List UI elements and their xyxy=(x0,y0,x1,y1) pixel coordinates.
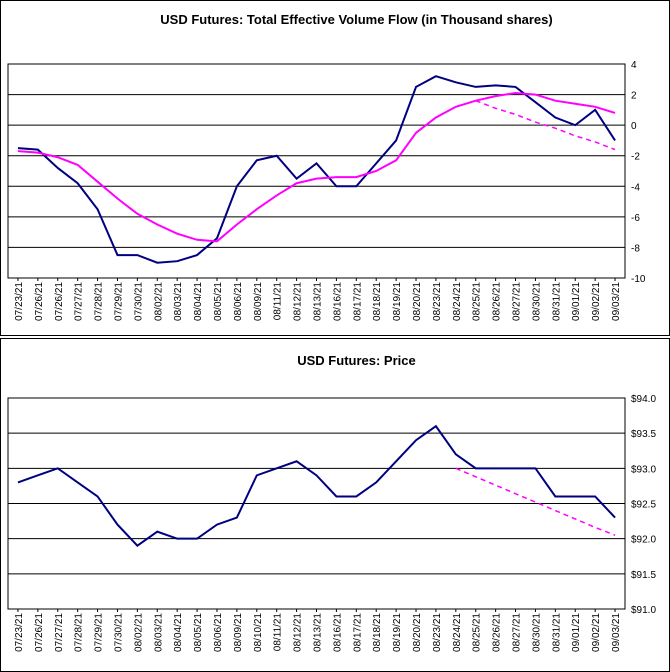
x-tick-label: 08/23/21 xyxy=(432,613,443,652)
x-tick-label: 08/27/21 xyxy=(512,282,523,321)
x-tick-label: 07/29/21 xyxy=(113,282,124,321)
x-tick-label: 08/31/21 xyxy=(551,282,562,321)
x-tick-label: 07/28/21 xyxy=(94,282,105,321)
x-tick-label: 07/30/21 xyxy=(113,613,124,652)
x-tick-label: 08/30/21 xyxy=(531,282,542,321)
x-tick-label: 08/11/21 xyxy=(273,282,284,321)
x-tick-label: 08/16/21 xyxy=(332,613,343,652)
y-tick-label: -10 xyxy=(631,274,646,285)
x-tick-label: 08/17/21 xyxy=(352,282,363,321)
x-tick-label: 07/26/21 xyxy=(34,282,45,321)
x-tick-label: 09/03/21 xyxy=(611,613,622,652)
x-tick-label: 07/27/21 xyxy=(74,282,85,321)
x-tick-label: 08/09/21 xyxy=(253,282,264,321)
x-tick-label: 08/19/21 xyxy=(392,282,403,321)
x-tick-label: 08/30/21 xyxy=(531,613,542,652)
x-tick-label: 07/30/21 xyxy=(133,282,144,321)
x-tick-label: 07/26/21 xyxy=(54,282,65,321)
x-tick-label: 07/29/21 xyxy=(94,613,105,652)
x-tick-label: 08/05/21 xyxy=(193,613,204,652)
x-tick-label: 08/17/21 xyxy=(352,613,363,652)
x-tick-label: 08/09/21 xyxy=(233,613,244,652)
plot-area xyxy=(7,63,626,279)
x-tick-label: 08/25/21 xyxy=(472,613,483,652)
x-tick-label: 07/23/21 xyxy=(14,282,25,321)
x-tick-label: 08/27/21 xyxy=(512,613,523,652)
x-tick-label: 08/26/21 xyxy=(492,613,503,652)
x-tick-label: 08/06/21 xyxy=(233,282,244,321)
x-tick-label: 09/02/21 xyxy=(591,282,602,321)
x-tick-label: 09/01/21 xyxy=(571,613,582,652)
series-line xyxy=(17,75,616,264)
y-tick-label: $91.5 xyxy=(631,570,656,581)
y-tick-label: -2 xyxy=(631,152,640,163)
chart-title: USD Futures: Total Effective Volume Flow… xyxy=(160,12,552,27)
series-line xyxy=(455,467,616,536)
series-line xyxy=(17,92,616,243)
x-tick-label: 08/25/21 xyxy=(472,282,483,321)
series-line xyxy=(17,424,616,548)
x-tick-label: 09/03/21 xyxy=(611,282,622,321)
y-tick-label: $94.0 xyxy=(631,394,656,405)
chart-title: USD Futures: Price xyxy=(297,353,415,368)
x-tick-label: 08/05/21 xyxy=(213,282,224,321)
x-tick-label: 07/28/21 xyxy=(74,613,85,652)
x-tick-label: 08/31/21 xyxy=(551,613,562,652)
y-tick-label: 0 xyxy=(631,121,637,132)
y-tick-label: 2 xyxy=(631,91,637,102)
x-tick-label: 08/26/21 xyxy=(492,282,503,321)
y-tick-label: $92.5 xyxy=(631,500,656,511)
y-tick-label: 4 xyxy=(631,60,637,71)
series-line xyxy=(475,99,616,151)
y-tick-label: -8 xyxy=(631,243,640,254)
x-tick-label: 08/04/21 xyxy=(193,282,204,321)
x-tick-label: 09/02/21 xyxy=(591,613,602,652)
x-tick-label: 08/23/21 xyxy=(432,282,443,321)
x-tick-label: 09/01/21 xyxy=(571,282,582,321)
x-tick-label: 08/20/21 xyxy=(412,613,423,652)
y-tick-label: -4 xyxy=(631,182,640,193)
x-tick-label: 08/10/21 xyxy=(253,613,264,652)
x-tick-label: 08/06/21 xyxy=(213,613,224,652)
x-tick-label: 08/02/21 xyxy=(153,282,164,321)
x-tick-label: 07/26/21 xyxy=(34,613,45,652)
x-tick-label: 08/18/21 xyxy=(372,613,383,652)
y-tick-label: $93.5 xyxy=(631,429,656,440)
x-tick-label: 08/20/21 xyxy=(412,282,423,321)
y-tick-label: -6 xyxy=(631,213,640,224)
x-tick-label: 08/03/21 xyxy=(153,613,164,652)
x-tick-label: 08/03/21 xyxy=(173,282,184,321)
x-tick-label: 08/13/21 xyxy=(313,282,324,321)
y-tick-label: $93.0 xyxy=(631,464,656,475)
y-tick-label: $92.0 xyxy=(631,535,656,546)
x-tick-label: 07/23/21 xyxy=(14,613,25,652)
x-tick-label: 08/02/21 xyxy=(133,613,144,652)
x-tick-label: 08/24/21 xyxy=(452,613,463,652)
y-tick-label: $91.0 xyxy=(631,605,656,616)
x-tick-label: 08/16/21 xyxy=(332,282,343,321)
x-tick-label: 08/13/21 xyxy=(313,613,324,652)
x-tick-label: 08/04/21 xyxy=(173,613,184,652)
x-tick-label: 08/19/21 xyxy=(392,613,403,652)
x-tick-label: 07/27/21 xyxy=(54,613,65,652)
x-tick-label: 08/12/21 xyxy=(293,613,304,652)
x-tick-label: 08/24/21 xyxy=(452,282,463,321)
x-tick-label: 08/18/21 xyxy=(372,282,383,321)
x-tick-label: 08/11/21 xyxy=(273,613,284,652)
x-tick-label: 08/12/21 xyxy=(293,282,304,321)
